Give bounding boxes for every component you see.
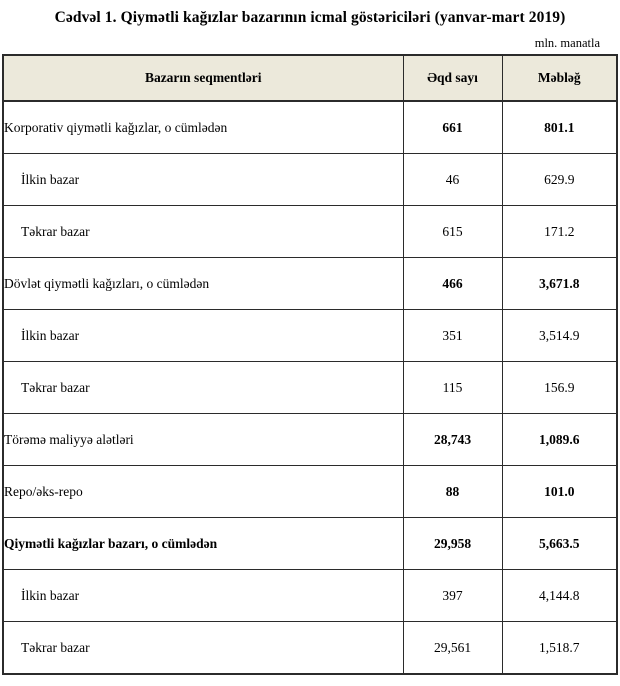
deals-cell: 28,743	[402, 413, 503, 466]
segment-cell: Təkrar bazar	[2, 361, 404, 414]
table-row: Dövlət qiymətli kağızları, o cümlədən 46…	[2, 257, 618, 310]
segment-cell: Törəmə maliyyə alətləri	[2, 413, 404, 466]
header-row: Bazarın seqmentləri Əqd sayı Məbləğ	[2, 54, 618, 102]
deals-cell: 29,958	[402, 517, 503, 570]
amount-cell: 1,089.6	[501, 413, 618, 466]
table-row: Korporativ qiymətli kağızlar, o cümlədən…	[2, 100, 618, 154]
unit-note: mln. manatla	[534, 36, 600, 50]
amount-cell: 3,514.9	[501, 309, 618, 362]
column-header-segments: Bazarın seqmentləri	[2, 54, 404, 102]
securities-market-summary-table: Bazarın seqmentləri Əqd sayı Məbləğ Korp…	[2, 54, 618, 675]
deals-cell: 351	[402, 309, 503, 362]
segment-cell: Təkrar bazar	[2, 205, 404, 258]
segment-cell: İlkin bazar	[2, 569, 404, 622]
segment-cell: İlkin bazar	[2, 153, 404, 206]
amount-cell: 1,518.7	[501, 621, 618, 675]
segment-cell: İlkin bazar	[2, 309, 404, 362]
deals-cell: 397	[402, 569, 503, 622]
deals-cell: 29,561	[402, 621, 503, 675]
deals-cell: 661	[402, 100, 503, 154]
deals-cell: 88	[402, 465, 503, 518]
deals-cell: 115	[402, 361, 503, 414]
amount-cell: 171.2	[501, 205, 618, 258]
segment-cell: Korporativ qiymətli kağızlar, o cümlədən	[2, 100, 404, 154]
column-header-amount: Məbləğ	[501, 54, 618, 102]
table-header: Bazarın seqmentləri Əqd sayı Məbləğ	[2, 54, 618, 102]
table-row: İlkin bazar 351 3,514.9	[2, 309, 618, 362]
amount-cell: 4,144.8	[501, 569, 618, 622]
table-row: İlkin bazar 397 4,144.8	[2, 569, 618, 622]
segment-cell: Dövlət qiymətli kağızları, o cümlədən	[2, 257, 404, 310]
table-row: İlkin bazar 46 629.9	[2, 153, 618, 206]
deals-cell: 615	[402, 205, 503, 258]
amount-cell: 5,663.5	[501, 517, 618, 570]
table-body: Korporativ qiymətli kağızlar, o cümlədən…	[2, 100, 618, 675]
amount-cell: 801.1	[501, 100, 618, 154]
table-row: Repo/əks-repo 88 101.0	[2, 465, 618, 518]
segment-cell: Təkrar bazar	[2, 621, 404, 675]
table-row: Təkrar bazar 115 156.9	[2, 361, 618, 414]
deals-cell: 46	[402, 153, 503, 206]
page-title: Cədvəl 1. Qiymətli kağızlar bazarının ic…	[54, 9, 566, 26]
table-row: Təkrar bazar 615 171.2	[2, 205, 618, 258]
amount-cell: 3,671.8	[501, 257, 618, 310]
table-row: Təkrar bazar 29,561 1,518.7	[2, 621, 618, 675]
segment-cell: Repo/əks-repo	[2, 465, 404, 518]
amount-cell: 629.9	[501, 153, 618, 206]
amount-cell: 156.9	[501, 361, 618, 414]
column-header-deal-count: Əqd sayı	[402, 54, 503, 102]
amount-cell: 101.0	[501, 465, 618, 518]
table-row-total: Qiymətli kağızlar bazarı, o cümlədən 29,…	[2, 517, 618, 570]
segment-cell: Qiymətli kağızlar bazarı, o cümlədən	[2, 517, 404, 570]
table-row: Törəmə maliyyə alətləri 28,743 1,089.6	[2, 413, 618, 466]
deals-cell: 466	[402, 257, 503, 310]
